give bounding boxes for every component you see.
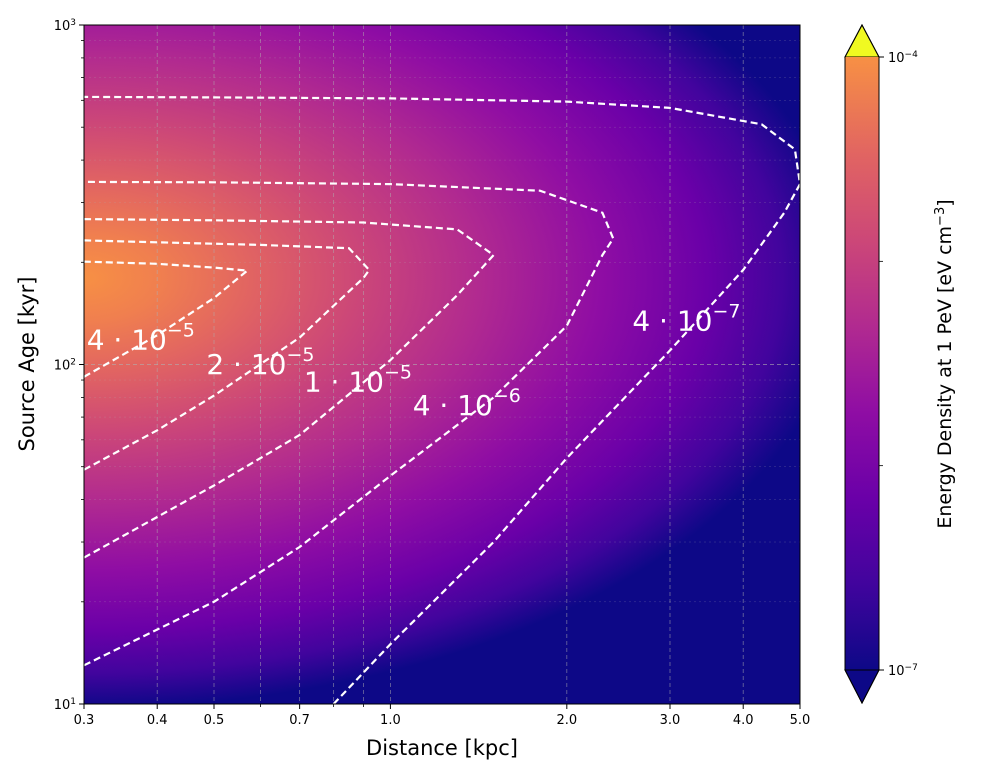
colorbar-tick-label: 10−4 bbox=[888, 50, 918, 66]
y-tick-base: 10 bbox=[54, 359, 71, 374]
colorbar: 10−410−7 Energy Density at 1 PeV [eV cm−… bbox=[844, 23, 957, 705]
colorbar-label-exponent: −3 bbox=[933, 207, 948, 226]
y-axis-label: Source Age [kyr] bbox=[15, 277, 39, 452]
colorbar-gradient bbox=[845, 57, 879, 670]
colorbar-tick-exp: −4 bbox=[905, 50, 919, 60]
x-tick-label: 0.7 bbox=[289, 713, 310, 728]
contour-label: 4 · 10−5 bbox=[87, 319, 195, 357]
contour-lines bbox=[84, 95, 800, 704]
contour-line bbox=[84, 239, 371, 471]
x-tick-label: 0.5 bbox=[204, 713, 225, 728]
colorbar-ticks: 10−410−7 bbox=[879, 50, 918, 679]
y-tick-label: 103 bbox=[54, 18, 76, 34]
grid-lines bbox=[84, 25, 800, 704]
colorbar-label-close: ] bbox=[934, 199, 956, 206]
x-tick-label: 0.3 bbox=[74, 713, 95, 728]
colorbar-tick-exp: −7 bbox=[905, 663, 918, 673]
y-tick-base: 10 bbox=[54, 698, 71, 713]
y-tick-exp: 3 bbox=[70, 18, 76, 28]
y-tick-label: 101 bbox=[54, 697, 76, 713]
contour-label-exp: −5 bbox=[167, 319, 195, 341]
x-tick-label: 5.0 bbox=[790, 713, 811, 728]
x-axis-ticks: 0.3 0.4 0.5 0.7 1.0 2.0 3.0 4.0 5.0 bbox=[74, 704, 811, 728]
x-tick-label: 4.0 bbox=[733, 713, 754, 728]
contour-label-coef: 1 · 10 bbox=[304, 365, 384, 398]
contour-label-exp: −7 bbox=[712, 300, 740, 322]
colorbar-label-text: Energy Density at 1 PeV [eV cm bbox=[934, 226, 956, 529]
colorbar-tick-base: 10 bbox=[888, 51, 905, 66]
plot-area bbox=[84, 25, 800, 704]
x-tick-label: 0.4 bbox=[147, 713, 168, 728]
x-tick-label: 2.0 bbox=[556, 713, 577, 728]
colorbar-under-extension bbox=[844, 669, 880, 705]
x-tick-label: 3.0 bbox=[660, 713, 681, 728]
contour-label-coef: 2 · 10 bbox=[206, 348, 286, 381]
contour-line bbox=[84, 218, 496, 559]
contour-label: 2 · 10−5 bbox=[206, 344, 314, 382]
colorbar-label: Energy Density at 1 PeV [eV cm−3] bbox=[933, 199, 957, 528]
colorbar-over-extension bbox=[844, 23, 880, 58]
contour-label-coef: 4 · 10 bbox=[87, 323, 167, 356]
contour-label: 4 · 10−7 bbox=[632, 300, 740, 338]
y-tick-base: 10 bbox=[54, 19, 71, 34]
contour-label: 4 · 10−6 bbox=[413, 384, 521, 422]
x-tick-label: 1.0 bbox=[380, 713, 401, 728]
contour-labels: 4 · 10−52 · 10−51 · 10−54 · 10−64 · 10−7 bbox=[87, 300, 741, 422]
x-axis-label: Distance [kpc] bbox=[366, 736, 518, 760]
contour-label-coef: 4 · 10 bbox=[632, 305, 712, 338]
contour-line bbox=[84, 95, 800, 704]
contour-line bbox=[84, 180, 615, 667]
contour-label-exp: −6 bbox=[493, 384, 521, 406]
contour-label: 1 · 10−5 bbox=[304, 361, 412, 399]
y-tick-label: 102 bbox=[54, 358, 76, 374]
colorbar-tick-label: 10−7 bbox=[888, 663, 918, 679]
y-tick-exp: 1 bbox=[70, 697, 76, 707]
contour-label-exp: −5 bbox=[286, 344, 314, 366]
colorbar-tick-base: 10 bbox=[888, 664, 905, 679]
contour-label-coef: 4 · 10 bbox=[413, 389, 493, 422]
contour-label-exp: −5 bbox=[384, 361, 412, 383]
y-tick-exp: 2 bbox=[70, 358, 76, 368]
